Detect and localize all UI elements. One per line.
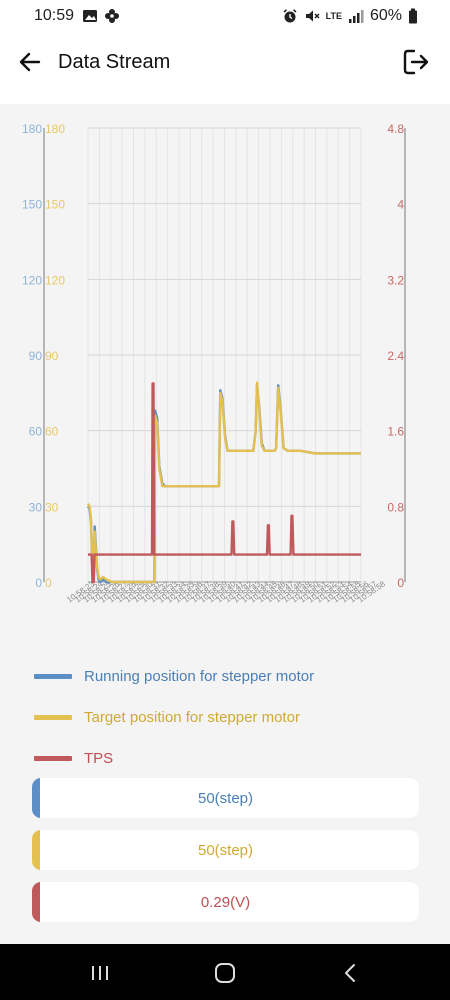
left-axis-1-tick-label: 120 — [22, 273, 42, 287]
home-button[interactable] — [210, 958, 240, 988]
card-value: 50(step) — [197, 789, 254, 807]
nav-back-icon — [345, 964, 355, 982]
left-axis-1-tick-label: 150 — [22, 198, 42, 212]
flower-icon — [105, 9, 119, 23]
chart-legend: Running position for stepper motor Targe… — [34, 656, 424, 779]
card-accent — [32, 778, 40, 818]
legend-label: TPS — [84, 750, 114, 767]
card-value: 0.29(V) — [200, 893, 251, 911]
exit-icon — [403, 49, 429, 75]
series-line-tps — [88, 382, 361, 584]
left-axis-1-tick-label: 180 — [22, 122, 42, 136]
exit-button[interactable] — [400, 46, 432, 78]
status-bar: 10:59 LTE 60% — [0, 0, 450, 34]
arrow-left-icon — [19, 52, 41, 72]
data-stream-chart[interactable]: 0 0 30 30 60 60 90 90 120 120 150 150 180 180 0 0.8 1.6 2… — [0, 104, 450, 644]
battery-percent: 60% — [369, 7, 402, 24]
legend-item-tps[interactable]: TPS — [34, 738, 424, 779]
legend-item-running-position[interactable]: Running position for stepper motor — [34, 656, 424, 697]
value-card-running-position[interactable]: 50(step) — [32, 778, 419, 818]
right-axis-tick-label: 4 — [397, 198, 404, 212]
left-axis-2-tick-label: 0 — [45, 576, 52, 590]
series-line-target-position — [86, 381, 362, 584]
right-axis-tick-label: 1.6 — [387, 425, 404, 439]
value-cards: 50(step) 50(step) 0.29(V) — [32, 778, 419, 934]
status-left-icons — [82, 8, 120, 24]
left-axis-1-tick-label: 60 — [29, 425, 43, 439]
legend-swatch — [34, 715, 72, 720]
left-axis-2-tick-label: 30 — [45, 500, 59, 514]
right-axis-tick-label: 0.8 — [387, 500, 404, 514]
value-card-tps[interactable]: 0.29(V) — [32, 882, 419, 922]
right-axis-tick-label: 4.8 — [387, 122, 404, 136]
left-axis-2-tick-label: 150 — [45, 198, 65, 212]
signal-icon — [348, 10, 364, 23]
image-icon — [83, 10, 97, 22]
left-axis-2-tick-label: 180 — [45, 122, 65, 136]
right-axis-tick-label: 0 — [397, 576, 404, 590]
left-axis-2-tick-label: 120 — [45, 273, 65, 287]
system-nav-bar — [0, 944, 450, 1000]
right-axis-tick-label: 2.4 — [387, 349, 404, 363]
recent-apps-button[interactable] — [85, 958, 115, 988]
legend-item-target-position[interactable]: Target position for stepper motor — [34, 697, 424, 738]
network-label: LTE — [325, 11, 342, 21]
legend-label: Target position for stepper motor — [84, 709, 300, 726]
battery-icon — [409, 8, 417, 24]
app-bar: Data Stream — [0, 34, 450, 104]
legend-label: Running position for stepper motor — [84, 668, 315, 685]
left-axis-1-tick-label: 30 — [29, 500, 43, 514]
nav-back-button[interactable] — [336, 958, 366, 988]
status-right-icons: LTE 60% — [282, 7, 418, 25]
left-axis-1-tick-label: 90 — [29, 349, 43, 363]
left-axis-2-tick-label: 60 — [45, 425, 59, 439]
card-value: 50(step) — [197, 841, 254, 859]
back-button[interactable] — [14, 46, 46, 78]
status-time: 10:59 — [34, 7, 75, 24]
card-accent — [32, 882, 40, 922]
left-axis-1-tick-label: 0 — [35, 576, 42, 590]
legend-swatch — [34, 674, 72, 679]
value-card-target-position[interactable]: 50(step) — [32, 830, 419, 870]
legend-swatch — [34, 756, 72, 761]
page-title: Data Stream — [58, 51, 171, 73]
recent-apps-icon — [92, 966, 108, 980]
right-axis-tick-label: 3.2 — [387, 273, 404, 287]
mute-icon — [305, 10, 320, 22]
left-axis-2-tick-label: 90 — [45, 349, 59, 363]
alarm-icon — [283, 9, 297, 23]
card-accent — [32, 830, 40, 870]
home-icon — [215, 963, 235, 983]
